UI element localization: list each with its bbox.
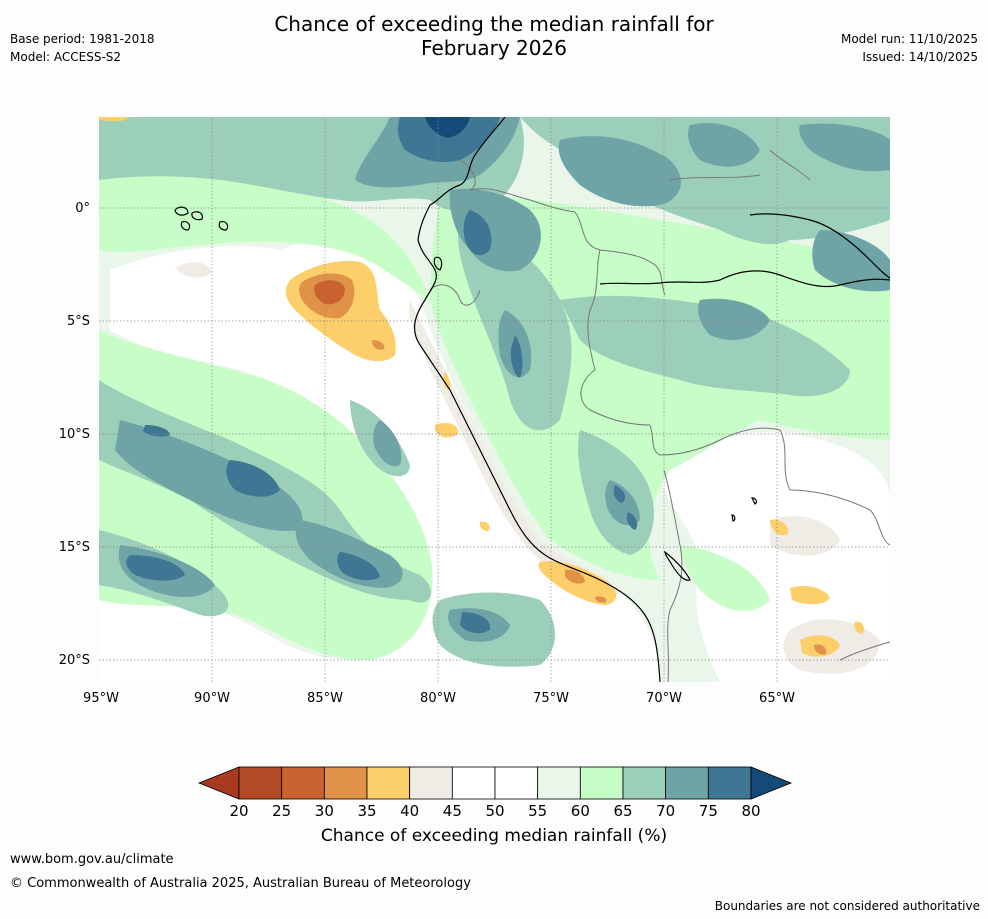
colorbar-tick-label: 75 [699,802,718,820]
lat-tick: 20°S [59,653,90,668]
colorbar-swatch [537,766,581,800]
title-line-2: February 2026 [421,36,567,60]
colorbar-swatch [238,766,283,800]
model-name: Model: ACCESS-S2 [10,50,122,64]
colorbar-swatch [665,766,709,800]
colorbar-label: Chance of exceeding median rainfall (%) [320,826,668,846]
lon-tick: 80°W [420,691,456,706]
colorbar-tick-label: 45 [443,802,462,820]
lat-tick-labels: 0° 5°S 10°S 15°S 20°S [59,201,90,668]
colorbar-extend-high [750,766,793,800]
zone-75-80-north [397,117,500,162]
colorbar-swatch [451,766,496,800]
base-period: Base period: 1981-2018 [10,32,155,46]
colorbar-swatch [323,766,368,800]
zone-above-80 [425,117,470,138]
colorbar-tick-label: 50 [485,802,504,820]
zone-25-30 [314,280,345,305]
colorbar-tick-label: 20 [229,802,248,820]
lat-tick: 0° [75,201,90,216]
coastline [174,117,890,682]
footer-note: Boundaries are not considered authoritat… [714,899,980,913]
metadata-right: Model run: 11/10/2025 Issued: 14/10/2025 [841,30,978,66]
colorbar-swatch [281,766,325,800]
lat-tick: 5°S [67,314,90,329]
title-line-1: Chance of exceeding the median rainfall … [274,12,714,36]
page-title: Chance of exceeding the median rainfall … [0,12,988,60]
colorbar-swatch [366,766,411,800]
colorbar-tick-label: 80 [741,802,760,820]
lon-tick: 65°W [759,691,795,706]
colorbar-swatch [409,766,453,800]
lat-tick: 15°S [59,540,90,555]
colorbar-swatch [622,766,667,800]
footer-url[interactable]: www.bom.gov.au/climate [10,852,174,867]
lon-tick: 75°W [533,691,569,706]
country-borders [429,149,890,682]
lon-tick: 70°W [646,691,682,706]
colorbar-tick-label: 65 [613,802,632,820]
colorbar-swatch [707,766,752,800]
colorbar-tick-label: 40 [400,802,419,820]
rainfall-map [99,117,890,682]
graticule [99,117,890,682]
metadata-left: Base period: 1981-2018 Model: ACCESS-S2 [10,30,155,66]
colorbar-tick-label: 35 [357,802,376,820]
lon-tick: 90°W [194,691,230,706]
lon-tick: 85°W [307,691,343,706]
colorbar-tick-label: 30 [315,802,334,820]
colorbar-swatch [494,766,539,800]
zone-60-65-north [99,168,430,300]
issued-date: Issued: 14/10/2025 [862,50,978,64]
colorbar-tick-label: 60 [571,802,590,820]
lon-tick: 95°W [83,691,119,706]
zone-70-75-pacific [115,420,303,531]
colorbar-tick-label: 55 [528,802,547,820]
model-run: Model run: 11/10/2025 [840,32,978,46]
colorbar-extend-low [197,766,240,800]
lon-tick-labels: 95°W 90°W 85°W 80°W 75°W 70°W 65°W [83,691,795,706]
lat-tick: 10°S [59,427,90,442]
zone-75-80-pacific [226,460,280,497]
footer-copyright: © Commonwealth of Australia 2025, Austra… [10,876,471,891]
colorbar-tick-label: 70 [656,802,675,820]
colorbar-swatch [579,766,624,800]
colorbar: 20 25 30 35 40 45 50 55 60 65 70 75 80 [197,766,793,820]
colorbar-tick-label: 25 [272,802,291,820]
